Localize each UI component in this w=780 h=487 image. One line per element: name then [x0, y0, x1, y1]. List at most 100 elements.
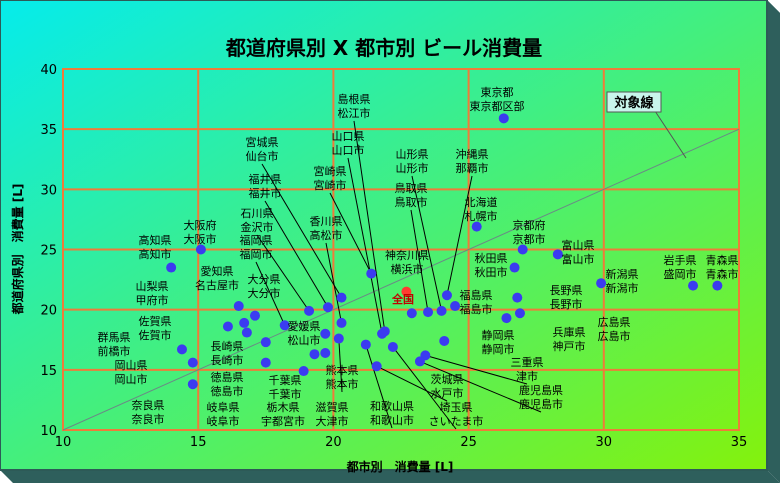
- point-label-line: 埼玉県: [440, 400, 473, 414]
- point-label-line: 岐阜県: [207, 401, 240, 414]
- point-label-line: 大阪市: [184, 232, 217, 246]
- chart-background: [0, 0, 768, 471]
- point-label-line: 東京都: [481, 85, 514, 99]
- data-point: [360, 339, 371, 350]
- point-label-line: 富山県: [562, 238, 595, 252]
- data-point: [336, 317, 347, 328]
- point-label-line: さいたま市: [429, 414, 484, 428]
- leader-line: [410, 209, 429, 313]
- point-label-line: 福岡市: [240, 247, 273, 261]
- data-point: [509, 262, 520, 273]
- reference-line-leader: [654, 110, 687, 159]
- point-label-line: 大津市: [316, 414, 349, 428]
- point-label-line: 新潟市: [606, 281, 639, 295]
- data-point: [439, 335, 450, 346]
- point-label-line: 宮崎市: [314, 178, 347, 192]
- data-point: [309, 349, 320, 360]
- point-label: 富山県富山市: [562, 238, 595, 266]
- point-label: 茨城県水戸市: [431, 372, 464, 400]
- data-point: [304, 305, 315, 316]
- x-tick-label: 20: [325, 435, 342, 450]
- leader-line: [353, 120, 386, 332]
- point-label: 長崎県長崎市: [211, 339, 244, 367]
- y-tick-label: 20: [40, 304, 57, 319]
- data-point: [322, 302, 333, 313]
- point-label-line: 横浜市: [391, 262, 424, 276]
- point-label-line: 群馬県: [98, 330, 131, 344]
- data-point: [498, 113, 509, 124]
- point-label: 大阪府大阪市: [184, 218, 217, 246]
- leader-line: [446, 175, 473, 296]
- point-label-line: 長野市: [550, 297, 583, 311]
- data-point: [423, 307, 434, 318]
- point-label: 山形県山形市: [396, 148, 429, 175]
- data-point: [514, 308, 525, 319]
- point-label-line: 高知市: [139, 247, 172, 261]
- point-label-line: 鳥取県: [395, 181, 428, 195]
- point-label: 埼玉県さいたま市: [429, 400, 484, 428]
- point-label-line: 名古屋市: [195, 278, 239, 292]
- x-tick-label: 10: [55, 435, 72, 450]
- point-label-line: 福井市: [249, 186, 282, 200]
- leader-line: [425, 354, 528, 385]
- point-label: 香川県高松市: [310, 215, 343, 242]
- point-label-line: 滋賀県: [316, 401, 349, 414]
- plot-border: [62, 68, 740, 431]
- point-label: 静岡県静岡市: [482, 328, 515, 356]
- data-point: [441, 290, 452, 301]
- point-label: 宮城県仙台市: [246, 135, 279, 163]
- point-label-line: 熊本市: [326, 377, 359, 391]
- point-label-line: 奈良市: [132, 412, 165, 426]
- point-label-line: 山梨県: [136, 279, 169, 293]
- point-label: 新潟県新潟市: [606, 267, 639, 295]
- data-point: [371, 361, 382, 372]
- data-point: [712, 280, 723, 291]
- point-label: 福岡県福岡市: [240, 233, 273, 261]
- data-point: [501, 313, 512, 324]
- leader-line: [261, 163, 342, 298]
- point-label-line: 福岡県: [240, 233, 273, 247]
- point-label: 兵庫県神戸市: [553, 325, 586, 353]
- point-label: 秋田県秋田市: [475, 251, 508, 279]
- point-label: 青森県青森市: [706, 253, 739, 281]
- data-point: [176, 344, 187, 355]
- point-label-line: 高知県: [139, 233, 172, 247]
- x-tick-label: 25: [460, 435, 477, 450]
- reference-line-label: 対象線: [613, 95, 654, 111]
- point-label: 沖縄県那覇市: [456, 147, 489, 175]
- point-label-line: 徳島県: [211, 370, 244, 384]
- point-label-line: 福島県: [460, 288, 493, 302]
- point-label: 和歌山県和歌山市: [370, 399, 414, 427]
- leader-line: [329, 192, 372, 274]
- national-average-label: 全国: [391, 292, 414, 306]
- point-label-line: 和歌山市: [370, 413, 414, 427]
- data-point: [187, 379, 198, 390]
- point-label-line: 和歌山県: [370, 399, 414, 413]
- point-label-line: 岩手県: [664, 253, 697, 267]
- data-point: [387, 341, 398, 352]
- y-tick-label: 25: [40, 244, 57, 259]
- point-label-line: 宮城県: [246, 135, 279, 149]
- data-point: [552, 249, 563, 260]
- point-label-line: 愛媛県: [288, 319, 321, 333]
- data-point: [260, 337, 271, 348]
- point-label-line: 青森市: [706, 267, 739, 281]
- leader-line: [376, 365, 448, 402]
- x-tick-label: 30: [596, 435, 613, 450]
- point-label: 群馬県前橋市: [98, 330, 131, 358]
- leader-line: [419, 360, 542, 413]
- point-label: 愛知県名古屋市: [195, 264, 239, 292]
- point-label-line: 長野県: [550, 284, 583, 297]
- point-label: 石川県金沢市: [241, 207, 274, 234]
- point-label: 東京都東京都区部: [470, 85, 525, 113]
- point-label-line: 静岡県: [482, 328, 515, 342]
- point-label-line: 大分市: [248, 286, 281, 300]
- data-point: [320, 347, 331, 358]
- leader-line: [256, 234, 310, 312]
- point-label-line: 山口県: [332, 130, 365, 143]
- point-label-line: 山形県: [396, 148, 429, 161]
- data-point: [249, 310, 260, 321]
- point-label-line: 前橋市: [98, 344, 131, 358]
- plot-area: 10 15 20 25 30 35 10 15 20 25 30 35 40 対象線 東京都東京都区部 島根県…: [40, 63, 747, 450]
